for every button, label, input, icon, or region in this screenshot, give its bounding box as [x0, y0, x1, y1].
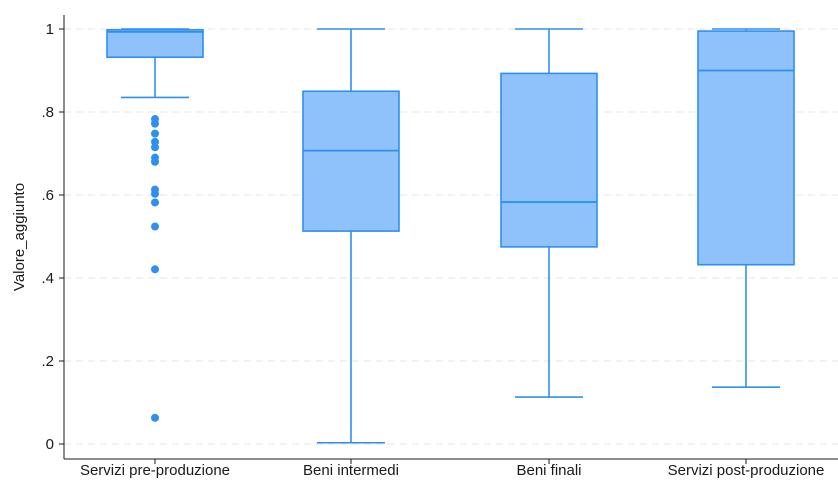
- y-tick-label: 1: [46, 21, 54, 38]
- x-tick-label: Beni intermedi: [303, 462, 399, 479]
- y-tick-label: .6: [41, 187, 54, 204]
- outlier-point: [151, 413, 159, 422]
- outlier-point: [151, 119, 159, 128]
- x-axis: Servizi pre-produzione Beni intermedi Beni…: [64, 458, 838, 479]
- outlier-point: [151, 143, 159, 152]
- grid-layer: [64, 28, 838, 445]
- iqr-box: [697, 30, 795, 266]
- box-group-3: [500, 28, 598, 398]
- outlier-point: [151, 198, 159, 207]
- outlier-point: [151, 129, 159, 138]
- y-axis-title: Valore_aggiunto: [11, 183, 28, 291]
- outlier-point: [151, 189, 159, 198]
- y-tick-label: 0: [46, 436, 54, 453]
- outlier-point: [151, 222, 159, 231]
- iqr-box: [302, 90, 400, 232]
- box-group-2: [302, 28, 400, 444]
- box-group-1: [106, 28, 204, 422]
- x-tick-label: Servizi pre-produzione: [80, 462, 230, 479]
- x-tick-label: Beni finali: [516, 462, 581, 479]
- x-tick-label: Servizi post-produzione: [668, 462, 825, 479]
- y-axis: 0 .2 .4 .6 .8 1: [41, 15, 65, 459]
- iqr-box: [500, 72, 598, 248]
- outlier-point: [151, 157, 159, 166]
- outlier-point: [151, 265, 159, 274]
- y-tick-label: .4: [41, 270, 54, 287]
- boxes-layer: [106, 28, 795, 444]
- iqr-box: [106, 29, 204, 59]
- box-group-4: [697, 28, 795, 388]
- y-tick-label: .2: [41, 353, 54, 370]
- y-tick-label: .8: [41, 104, 54, 121]
